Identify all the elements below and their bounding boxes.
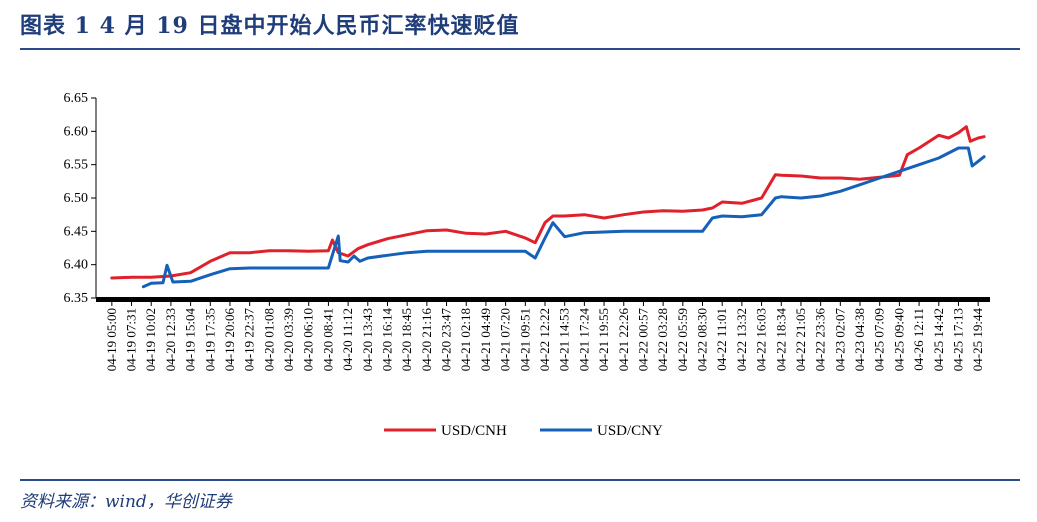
- x-tick-label: 04-20 11:12: [340, 308, 355, 371]
- x-tick-label: 04-20 06:10: [301, 308, 316, 371]
- x-tick-label: 04-25 19:44: [970, 308, 985, 372]
- x-tick-label: 04-21 19:55: [596, 308, 611, 371]
- y-tick-label: 6.60: [64, 124, 89, 139]
- x-tick-label: 04-21 09:51: [517, 308, 532, 371]
- x-tick-label: 04-22 03:28: [655, 308, 670, 371]
- footer-rule: [20, 479, 1020, 481]
- x-tick-label: 04-22 05:59: [675, 308, 690, 371]
- x-tick-label: 04-22 13:32: [734, 308, 749, 371]
- x-tick-label: 04-20 23:47: [439, 308, 454, 372]
- x-tick-label: 04-19 05:00: [104, 308, 119, 371]
- x-tick-label: 04-19 17:35: [202, 308, 217, 371]
- x-tick-label: 04-19 10:02: [143, 308, 158, 371]
- x-tick-label: 04-19 15:04: [183, 308, 198, 372]
- x-tick-label: 04-21 14:53: [557, 308, 572, 371]
- x-tick-label: 04-23 04:38: [852, 308, 867, 371]
- x-tick-label: 04-22 16:03: [754, 308, 769, 371]
- x-tick-label: 04-25 14:42: [931, 308, 946, 371]
- y-tick-label: 6.45: [64, 224, 89, 239]
- x-tick-label: 04-25 07:09: [872, 308, 887, 371]
- y-tick-label: 6.65: [64, 91, 89, 106]
- x-tick-label: 04-22 23:36: [813, 308, 828, 372]
- x-tick-label: 04-21 02:18: [458, 308, 473, 371]
- x-tick-label: 04-25 09:40: [891, 308, 906, 371]
- x-tick-label: 04-20 18:45: [399, 308, 414, 371]
- x-tick-label: 04-20 16:14: [379, 308, 394, 372]
- x-tick-label: 04-20 21:16: [419, 308, 434, 372]
- x-tick-label: 04-20 08:41: [320, 308, 335, 371]
- x-tick-label: 04-20 12:33: [163, 308, 178, 371]
- y-tick-label: 6.50: [64, 191, 89, 206]
- series-layer: [110, 125, 986, 289]
- x-tick-label: 04-23 02:07: [832, 308, 847, 372]
- x-tick-label: 04-20 13:43: [360, 308, 375, 371]
- x-tick-label: 04-25 17:13: [950, 308, 965, 371]
- x-tick-label: 04-26 12:11: [911, 308, 926, 371]
- x-tick-label: 04-21 07:20: [498, 308, 513, 371]
- legend-label: USD/CNY: [597, 423, 663, 439]
- source-note: 资料来源：wind，华创证券: [20, 492, 232, 512]
- x-tick-label: 04-22 18:34: [773, 308, 788, 372]
- x-tick-label: 04-22 12:22: [537, 308, 552, 371]
- x-tick-label: 04-22 11:01: [714, 308, 729, 371]
- series-line-usd-cnh: [110, 125, 986, 280]
- line-chart: 6.35 6.40 6.45 6.50 6.55 6.60 6.65 04-19 05:00…: [64, 91, 990, 439]
- x-axis: 04-19 05:00 04-19 07:31 04-19 10:02 04-20 1…: [96, 297, 990, 371]
- title-rule: [20, 48, 1020, 50]
- x-tick-label: 04-22 21:05: [793, 308, 808, 371]
- y-tick-label: 6.40: [64, 258, 89, 273]
- x-tick-label: 04-21 04:49: [478, 308, 493, 371]
- x-tick-label: 04-21 17:24: [576, 308, 591, 372]
- x-tick-label: 04-22 08:30: [695, 308, 710, 371]
- x-tick-label: 04-20 01:08: [261, 308, 276, 371]
- x-tick-label: 04-19 22:37: [242, 308, 257, 372]
- x-tick-label: 04-22 00:57: [635, 308, 650, 372]
- x-tick-label: 04-20 03:39: [281, 308, 296, 371]
- x-tick-label: 04-19 20:06: [222, 308, 237, 372]
- series-line-usd-cny: [141, 146, 986, 289]
- x-axis-line: [96, 297, 990, 302]
- y-tick-label: 6.35: [64, 291, 89, 306]
- legend: USD/CNH USD/CNY: [384, 423, 663, 439]
- y-tick-label: 6.55: [64, 158, 89, 173]
- x-tick-label: 04-21 22:26: [616, 308, 631, 372]
- legend-label: USD/CNH: [441, 423, 507, 439]
- x-tick-label: 04-19 07:31: [124, 308, 139, 371]
- y-axis: 6.35 6.40 6.45 6.50 6.55 6.60 6.65: [64, 91, 97, 306]
- figure-title: 图表 1 4 月 19 日盘中开始人民币汇率快速贬值: [20, 13, 520, 39]
